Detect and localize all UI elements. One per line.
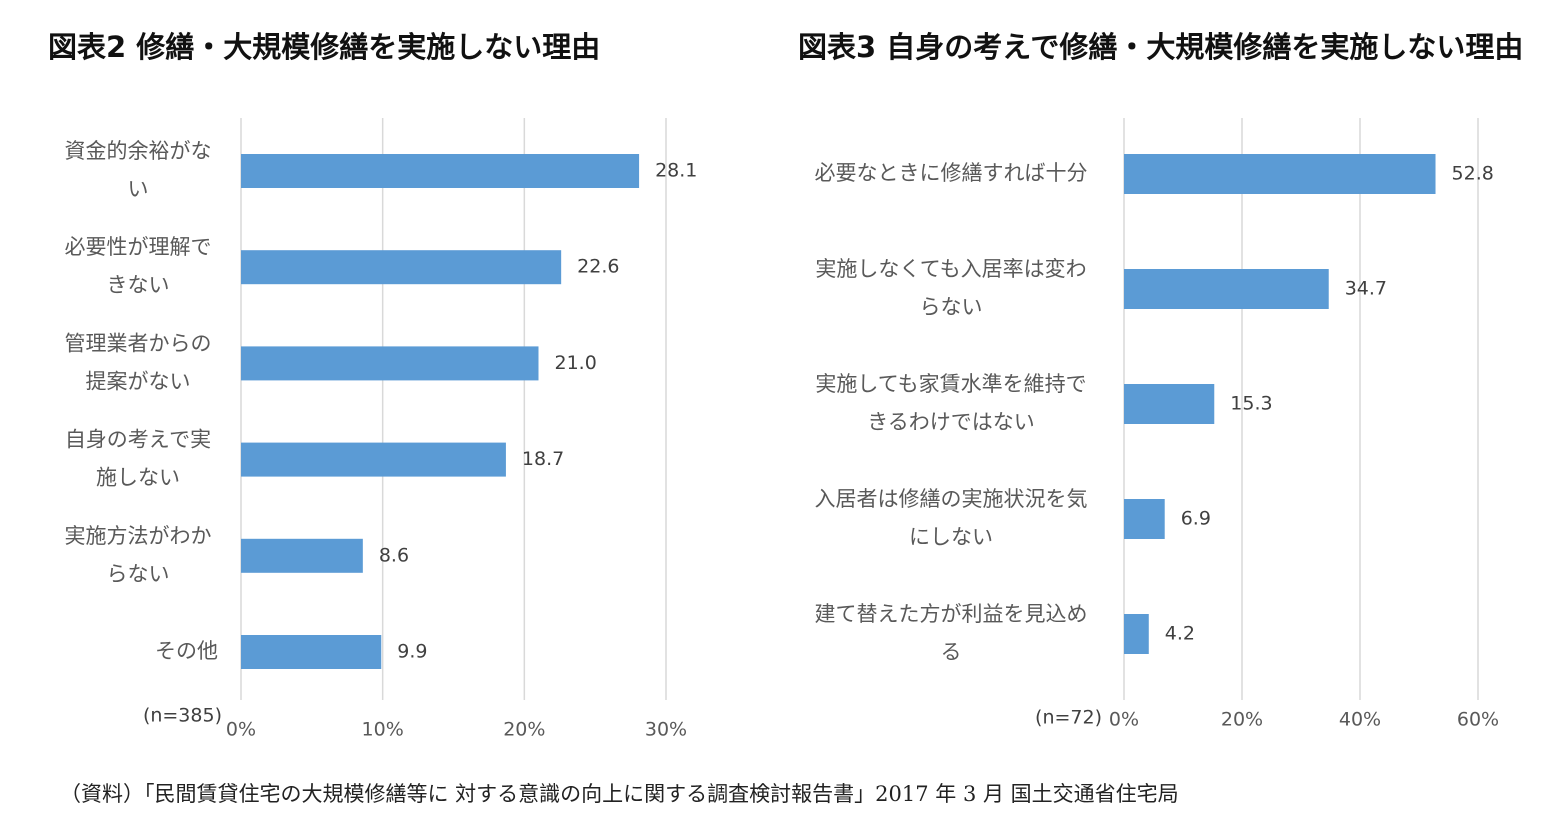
value-label: 22.6	[577, 256, 619, 278]
x-tick-label: 30%	[645, 719, 687, 741]
bar	[241, 346, 539, 381]
bar	[241, 442, 506, 477]
category-label: 必要なときに修繕すれば十分	[815, 161, 1088, 185]
chart-title: 図表3 自身の考えで修繕・大規模修繕を実施しない理由	[798, 30, 1524, 64]
value-label: 21.0	[555, 352, 597, 374]
value-label: 15.3	[1230, 393, 1272, 415]
category-label: 必要性が理解できない	[65, 235, 212, 297]
category-label: 実施しなくても入居率は変わらない	[815, 257, 1086, 319]
bar	[241, 250, 562, 285]
value-label: 4.2	[1165, 623, 1195, 645]
bar	[1124, 269, 1329, 309]
chart-title: 図表2 修繕・大規模修繕を実施しない理由	[48, 30, 601, 64]
sample-size: (n=72)	[1035, 707, 1102, 729]
x-tick-label: 40%	[1339, 709, 1381, 731]
category-label: 自身の考えで実施しない	[65, 428, 211, 490]
category-label: 実施しても家賃水準を維持できるわけではない	[815, 372, 1086, 434]
value-label: 6.9	[1181, 508, 1211, 530]
bar	[1124, 384, 1215, 424]
sample-size: (n=385)	[143, 705, 222, 727]
x-tick-label: 0%	[1109, 709, 1139, 731]
x-tick-label: 20%	[503, 719, 545, 741]
category-label: 入居者は修繕の実施状況を気にしない	[815, 487, 1088, 549]
source-note: （資料）「民間賃貸住宅の大規模修繕等に 対する意識の向上に関する調査検討報告書」…	[60, 782, 1179, 806]
x-tick-label: 10%	[362, 719, 404, 741]
value-label: 28.1	[655, 160, 697, 182]
value-label: 18.7	[522, 448, 564, 470]
bar	[1124, 499, 1165, 539]
bar	[241, 538, 363, 573]
bar	[241, 635, 382, 669]
x-tick-label: 0%	[226, 719, 256, 741]
x-tick-label: 20%	[1221, 709, 1263, 731]
value-label: 52.8	[1452, 163, 1494, 185]
category-label: 建て替えた方が利益を見込める	[815, 602, 1088, 664]
category-label: 管理業者からの提案がない	[65, 331, 212, 393]
value-label: 9.9	[397, 641, 427, 663]
x-tick-label: 60%	[1457, 709, 1499, 731]
bar	[1124, 154, 1436, 194]
value-label: 8.6	[379, 544, 409, 566]
category-label: 実施方法がわからない	[65, 524, 212, 586]
category-label: その他	[155, 639, 218, 663]
bar	[1124, 614, 1149, 654]
value-label: 34.7	[1345, 278, 1387, 300]
bar	[241, 154, 640, 188]
category-label: 資金的余裕がない	[65, 139, 212, 201]
